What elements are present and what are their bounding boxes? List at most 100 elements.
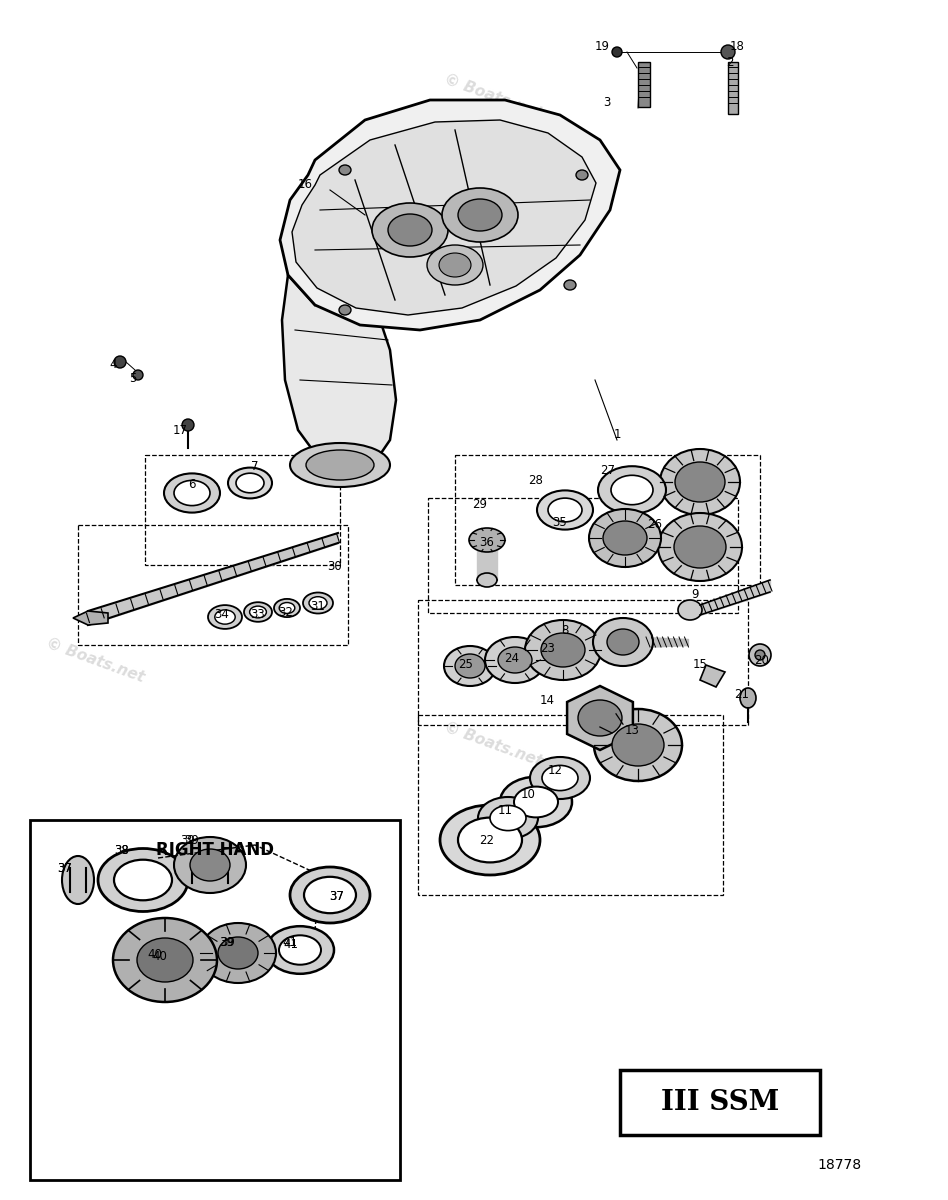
Ellipse shape bbox=[372, 203, 448, 257]
Text: 6: 6 bbox=[189, 479, 195, 492]
Text: 1: 1 bbox=[613, 428, 621, 442]
Ellipse shape bbox=[477, 538, 497, 551]
Ellipse shape bbox=[114, 356, 126, 368]
Ellipse shape bbox=[266, 926, 334, 974]
Text: 14: 14 bbox=[539, 694, 555, 707]
Ellipse shape bbox=[594, 709, 682, 781]
Ellipse shape bbox=[675, 462, 725, 502]
Text: © Boats.net: © Boats.net bbox=[44, 635, 146, 685]
Ellipse shape bbox=[444, 646, 496, 686]
Ellipse shape bbox=[490, 805, 526, 830]
Text: 4: 4 bbox=[109, 359, 117, 372]
Ellipse shape bbox=[740, 688, 756, 708]
Text: 28: 28 bbox=[529, 474, 543, 486]
Text: 9: 9 bbox=[691, 588, 699, 601]
Ellipse shape bbox=[612, 47, 622, 56]
Ellipse shape bbox=[388, 214, 432, 246]
Text: 31: 31 bbox=[311, 600, 325, 613]
Text: RIGHT HAND: RIGHT HAND bbox=[156, 841, 274, 859]
Text: 26: 26 bbox=[647, 518, 663, 532]
Text: 19: 19 bbox=[594, 41, 610, 54]
Text: 25: 25 bbox=[459, 659, 473, 672]
Ellipse shape bbox=[442, 188, 518, 242]
Ellipse shape bbox=[306, 450, 374, 480]
Ellipse shape bbox=[208, 605, 242, 629]
Text: 5: 5 bbox=[129, 372, 137, 384]
Ellipse shape bbox=[339, 305, 351, 314]
Text: 35: 35 bbox=[553, 516, 567, 529]
Ellipse shape bbox=[612, 724, 664, 766]
Bar bbox=[620, 1070, 820, 1135]
Text: 20: 20 bbox=[755, 654, 770, 666]
Ellipse shape bbox=[182, 419, 194, 431]
Text: 41: 41 bbox=[283, 937, 299, 950]
Ellipse shape bbox=[541, 634, 585, 667]
Ellipse shape bbox=[236, 473, 264, 493]
Ellipse shape bbox=[500, 776, 572, 827]
Polygon shape bbox=[73, 611, 108, 625]
Text: 8: 8 bbox=[561, 624, 569, 636]
Ellipse shape bbox=[309, 596, 327, 610]
Polygon shape bbox=[292, 120, 596, 314]
Ellipse shape bbox=[280, 602, 295, 613]
Ellipse shape bbox=[190, 850, 230, 881]
Text: 41: 41 bbox=[283, 936, 298, 948]
Ellipse shape bbox=[114, 859, 172, 900]
Text: 37: 37 bbox=[330, 890, 344, 904]
Text: © Boats.net: © Boats.net bbox=[442, 719, 544, 769]
Text: 32: 32 bbox=[279, 606, 294, 618]
Ellipse shape bbox=[603, 521, 647, 554]
Ellipse shape bbox=[478, 797, 538, 839]
Text: 3: 3 bbox=[603, 96, 611, 108]
Ellipse shape bbox=[113, 918, 217, 1002]
Text: 37: 37 bbox=[58, 862, 72, 875]
Text: 37: 37 bbox=[330, 890, 344, 904]
Text: 15: 15 bbox=[693, 659, 707, 672]
Polygon shape bbox=[282, 275, 396, 470]
Text: 38: 38 bbox=[115, 844, 129, 857]
Bar bbox=[78, 526, 348, 646]
Text: 18778: 18778 bbox=[818, 1158, 862, 1172]
Ellipse shape bbox=[279, 935, 321, 965]
Ellipse shape bbox=[658, 514, 742, 581]
Ellipse shape bbox=[304, 877, 356, 913]
Ellipse shape bbox=[674, 526, 726, 568]
Text: III SSM: III SSM bbox=[661, 1090, 779, 1116]
Ellipse shape bbox=[439, 253, 471, 277]
Ellipse shape bbox=[485, 637, 545, 683]
Text: 40: 40 bbox=[148, 948, 162, 961]
Ellipse shape bbox=[290, 866, 370, 923]
Text: 33: 33 bbox=[250, 608, 265, 622]
Ellipse shape bbox=[564, 280, 576, 290]
Ellipse shape bbox=[607, 629, 639, 655]
Text: 37: 37 bbox=[58, 862, 72, 875]
Polygon shape bbox=[567, 686, 633, 750]
Ellipse shape bbox=[274, 599, 300, 617]
Ellipse shape bbox=[469, 528, 505, 552]
Ellipse shape bbox=[218, 937, 258, 970]
Ellipse shape bbox=[477, 572, 497, 587]
Ellipse shape bbox=[174, 838, 246, 893]
Text: 13: 13 bbox=[625, 724, 640, 737]
Ellipse shape bbox=[525, 620, 601, 680]
Ellipse shape bbox=[542, 766, 578, 791]
Text: 36: 36 bbox=[480, 536, 495, 550]
Bar bbox=[418, 715, 723, 895]
Text: 24: 24 bbox=[504, 652, 520, 665]
Text: 2: 2 bbox=[726, 55, 734, 68]
Ellipse shape bbox=[290, 443, 390, 487]
Ellipse shape bbox=[244, 602, 272, 622]
Bar bbox=[728, 62, 738, 114]
Text: 11: 11 bbox=[498, 804, 513, 816]
Bar bbox=[418, 600, 748, 725]
Bar bbox=[638, 62, 650, 107]
Text: 39: 39 bbox=[180, 834, 195, 846]
Text: 34: 34 bbox=[214, 608, 229, 622]
Text: 7: 7 bbox=[251, 461, 259, 474]
Text: 39: 39 bbox=[220, 936, 234, 948]
Ellipse shape bbox=[537, 491, 593, 529]
Ellipse shape bbox=[530, 757, 590, 799]
Ellipse shape bbox=[228, 468, 272, 498]
Ellipse shape bbox=[593, 618, 653, 666]
Ellipse shape bbox=[578, 700, 622, 736]
